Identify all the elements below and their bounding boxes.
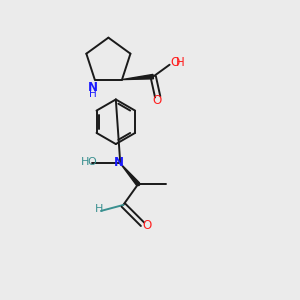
Text: O: O <box>152 94 162 107</box>
Text: O: O <box>142 219 152 232</box>
Polygon shape <box>120 164 140 185</box>
Text: N: N <box>87 80 98 94</box>
Text: H: H <box>95 204 104 214</box>
Text: H: H <box>88 89 96 99</box>
Text: O: O <box>87 158 96 167</box>
Text: H: H <box>176 56 185 69</box>
Text: H: H <box>81 158 90 167</box>
Text: N: N <box>114 156 124 169</box>
Polygon shape <box>122 74 153 80</box>
Text: O: O <box>170 56 180 69</box>
